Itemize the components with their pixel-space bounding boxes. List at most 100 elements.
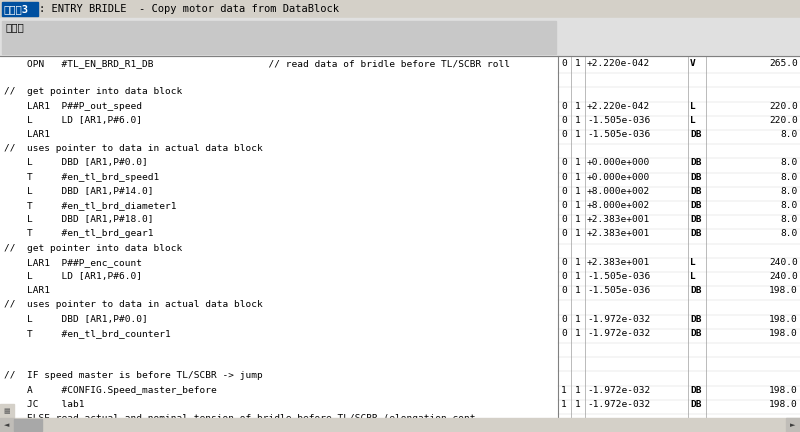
Text: -1.972e-032: -1.972e-032 xyxy=(587,329,650,338)
Text: LAR1  P##P_out_speed: LAR1 P##P_out_speed xyxy=(4,102,142,111)
Text: 198.0: 198.0 xyxy=(770,286,798,295)
Text: -1.505e-036: -1.505e-036 xyxy=(587,116,650,125)
Text: T     #en_tl_brd_speed1: T #en_tl_brd_speed1 xyxy=(4,173,159,181)
Bar xyxy=(14,419,42,431)
Text: 1: 1 xyxy=(575,400,581,409)
Text: +2.383e+001: +2.383e+001 xyxy=(587,258,650,267)
Text: 0: 0 xyxy=(561,187,567,196)
Text: 0: 0 xyxy=(561,314,567,324)
Text: 0: 0 xyxy=(561,59,567,68)
Text: L     LD [AR1,P#6.0]: L LD [AR1,P#6.0] xyxy=(4,116,142,125)
Text: +2.220e-042: +2.220e-042 xyxy=(587,102,650,111)
Text: : ENTRY BRIDLE  - Copy motor data from DataBlock: : ENTRY BRIDLE - Copy motor data from Da… xyxy=(39,4,339,14)
Text: 0: 0 xyxy=(561,116,567,125)
Text: 1: 1 xyxy=(575,272,581,281)
Text: A     #CONFIG.Speed_master_before: A #CONFIG.Speed_master_before xyxy=(4,386,217,394)
Text: ◄: ◄ xyxy=(4,422,10,428)
Text: 1: 1 xyxy=(575,329,581,338)
Text: 198.0: 198.0 xyxy=(770,386,798,394)
Text: +2.383e+001: +2.383e+001 xyxy=(587,215,650,224)
Text: -1.972e-032: -1.972e-032 xyxy=(587,314,650,324)
Text: L     DBD [AR1,P#18.0]: L DBD [AR1,P#18.0] xyxy=(4,215,154,224)
Text: 1: 1 xyxy=(561,386,567,394)
Text: LAR1  P##P_enc_count: LAR1 P##P_enc_count xyxy=(4,258,142,267)
Text: 265.0: 265.0 xyxy=(770,59,798,68)
Text: //  get pointer into data block: // get pointer into data block xyxy=(4,87,182,96)
Text: -1.505e-036: -1.505e-036 xyxy=(587,272,650,281)
Text: 1: 1 xyxy=(575,215,581,224)
Bar xyxy=(0,404,14,418)
Text: 0: 0 xyxy=(561,286,567,295)
Bar xyxy=(0,18,800,56)
Text: 注释：: 注释： xyxy=(5,22,24,32)
Text: 1: 1 xyxy=(575,386,581,394)
Text: 0: 0 xyxy=(561,159,567,167)
Text: JC    lab1: JC lab1 xyxy=(4,400,85,409)
Text: LAR1: LAR1 xyxy=(4,130,50,139)
Text: 1: 1 xyxy=(575,102,581,111)
Text: L     DBD [AR1,P#0.0]: L DBD [AR1,P#0.0] xyxy=(4,314,148,324)
Text: DB: DB xyxy=(690,229,702,238)
Text: 1: 1 xyxy=(575,187,581,196)
Text: 0: 0 xyxy=(561,130,567,139)
Text: 0: 0 xyxy=(561,329,567,338)
Text: +0.000e+000: +0.000e+000 xyxy=(587,173,650,181)
Text: -1.505e-036: -1.505e-036 xyxy=(587,130,650,139)
Text: 1: 1 xyxy=(575,173,581,181)
Text: 240.0: 240.0 xyxy=(770,272,798,281)
Text: 198.0: 198.0 xyxy=(770,314,798,324)
Text: T     #en_tl_brd_counter1: T #en_tl_brd_counter1 xyxy=(4,329,170,338)
Text: T     #en_tl_brd_diameter1: T #en_tl_brd_diameter1 xyxy=(4,201,177,210)
Text: 0: 0 xyxy=(561,258,567,267)
Text: 220.0: 220.0 xyxy=(770,102,798,111)
Text: //  uses pointer to data in actual data block: // uses pointer to data in actual data b… xyxy=(4,144,262,153)
Text: 1: 1 xyxy=(575,159,581,167)
Text: 1: 1 xyxy=(575,130,581,139)
Text: DB: DB xyxy=(690,130,702,139)
Text: L: L xyxy=(690,272,696,281)
Text: 8.0: 8.0 xyxy=(781,187,798,196)
Text: +2.383e+001: +2.383e+001 xyxy=(587,229,650,238)
Text: 1: 1 xyxy=(575,286,581,295)
Text: 240.0: 240.0 xyxy=(770,258,798,267)
Text: 1: 1 xyxy=(561,400,567,409)
Text: 0: 0 xyxy=(561,229,567,238)
Text: //  IF speed master is before TL/SCBR -> jump: // IF speed master is before TL/SCBR -> … xyxy=(4,372,262,381)
Text: 0: 0 xyxy=(561,173,567,181)
Text: DB: DB xyxy=(690,201,702,210)
Text: L     LD [AR1,P#6.0]: L LD [AR1,P#6.0] xyxy=(4,272,142,281)
Text: 0: 0 xyxy=(561,102,567,111)
Text: DB: DB xyxy=(690,329,702,338)
Text: LAR1: LAR1 xyxy=(4,286,50,295)
Text: //  get pointer into data block: // get pointer into data block xyxy=(4,244,182,253)
Text: T     #en_tl_brd_gear1: T #en_tl_brd_gear1 xyxy=(4,229,154,238)
Text: L     DBD [AR1,P#0.0]: L DBD [AR1,P#0.0] xyxy=(4,159,148,167)
Text: 1: 1 xyxy=(575,258,581,267)
Text: 220.0: 220.0 xyxy=(770,116,798,125)
Text: 8.0: 8.0 xyxy=(781,229,798,238)
Bar xyxy=(2,2,38,16)
Text: 1: 1 xyxy=(575,116,581,125)
Bar xyxy=(558,56,800,418)
Text: -1.972e-032: -1.972e-032 xyxy=(587,400,650,409)
Text: DB: DB xyxy=(690,173,702,181)
Text: -1.505e-036: -1.505e-036 xyxy=(587,286,650,295)
Bar xyxy=(0,0,800,18)
Text: DB: DB xyxy=(690,400,702,409)
Text: 8.0: 8.0 xyxy=(781,215,798,224)
Text: L: L xyxy=(690,116,696,125)
Text: DB: DB xyxy=(690,159,702,167)
Text: 1: 1 xyxy=(575,314,581,324)
Text: 0: 0 xyxy=(561,201,567,210)
Text: +8.000e+002: +8.000e+002 xyxy=(587,201,650,210)
Text: 8.0: 8.0 xyxy=(781,201,798,210)
Bar xyxy=(2,21,556,54)
Text: 1: 1 xyxy=(575,201,581,210)
Bar xyxy=(0,418,14,432)
Text: L: L xyxy=(690,102,696,111)
Text: ▦: ▦ xyxy=(4,408,10,414)
Text: +8.000e+002: +8.000e+002 xyxy=(587,187,650,196)
Text: 1: 1 xyxy=(575,59,581,68)
Text: V: V xyxy=(690,59,696,68)
Text: 程序南3: 程序南3 xyxy=(3,4,28,14)
